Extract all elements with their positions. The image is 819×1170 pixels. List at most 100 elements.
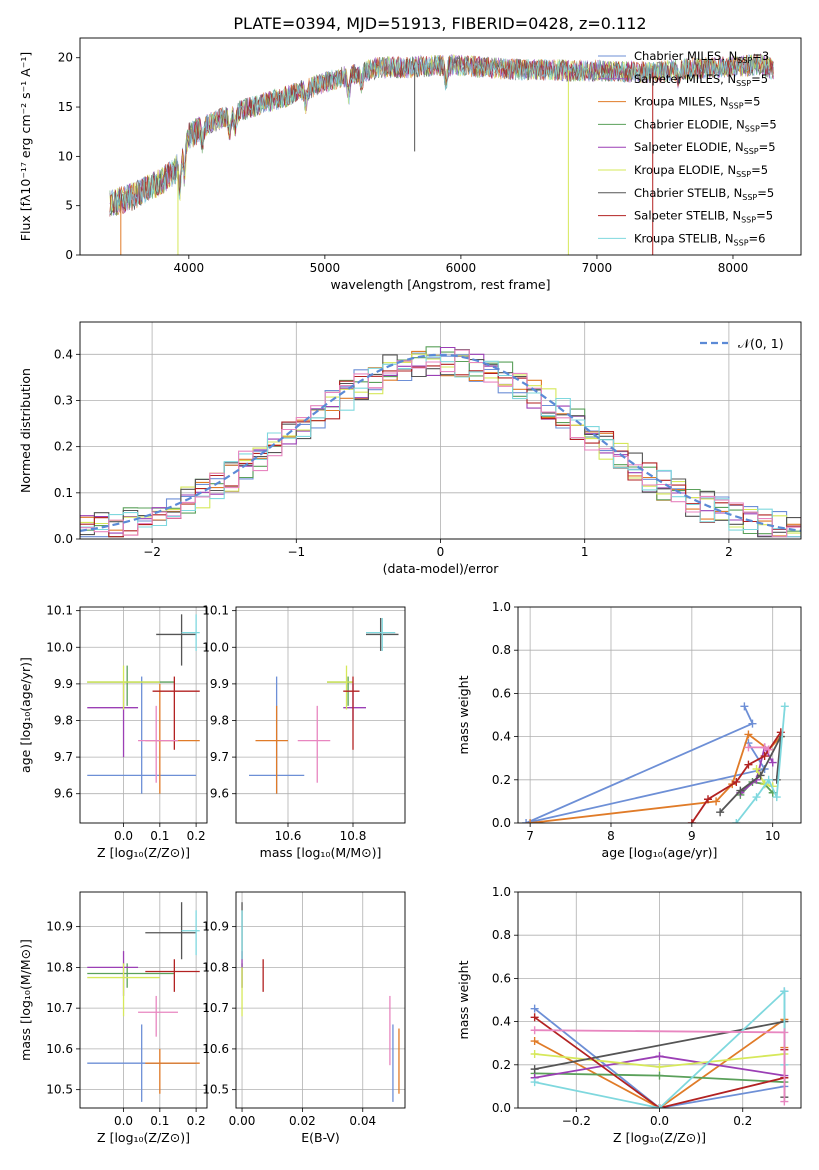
plot-frame [517,606,802,824]
series-line [691,731,782,823]
y-tick-label: 20 [58,51,73,65]
point-marker [772,793,781,802]
legend-entry: Salpeter ELODIE, NSSP=5 [634,140,776,156]
y-tick-label: 9.8 [54,713,73,727]
point-marker [716,808,725,817]
plot-area [87,614,200,794]
y-tick-label: 0.2 [492,1058,511,1072]
point-marker [744,743,753,752]
x-tick-label: 5000 [310,261,341,275]
y-tick-label: 9.6 [210,787,229,801]
legend-entry: Kroupa MILES, NSSP=5 [634,95,760,111]
y-tick-label: 9.7 [210,750,229,764]
legend-subscript: SSP [729,102,744,111]
x-tick-label: −0.2 [562,1114,591,1128]
point-marker [530,1004,539,1013]
y-tick-label: 9.9 [210,677,229,691]
point-marker [530,1013,539,1022]
legend-text: =5 [756,209,773,223]
y-tick-label: 9.6 [54,787,73,801]
x-tick-label: 8 [607,829,615,843]
x-axis-label: mass [log₁₀(M/M⊙)] [260,845,382,860]
x-tick-label: 0.2 [187,1114,206,1128]
legend-entry: Chabrier MILES, NSSP=3 [634,49,769,65]
x-tick-label: 6000 [446,261,477,275]
y-tick-label: 10.7 [46,1001,73,1015]
point-marker [530,1078,539,1087]
y-tick-label: 10.0 [202,640,229,654]
x-tick-label: 0.04 [349,1114,376,1128]
point-marker [780,987,789,996]
x-axis-label: E(B-V) [301,1130,340,1145]
y-tick-label: 0 [65,248,73,262]
point-marker [687,819,696,823]
legend-subscript: SSP [741,216,756,225]
point-marker [780,1097,789,1106]
legend-text: =3 [752,49,769,63]
series-line [529,732,782,823]
legend-text: =5 [744,95,761,109]
point-marker [780,1028,789,1037]
x-tick-label: 10.6 [275,829,302,843]
legend-text: Salpeter ELODIE, N [634,140,744,154]
x-tick-label: 0 [437,545,445,559]
point-marker [530,1037,539,1046]
point-marker [736,786,745,795]
legend-entry: Chabrier STELIB, NSSP=5 [634,186,774,202]
residual-histogram-panel: −2 −1 0 1 2 0.0 0.1 0.2 0.3 0.4 (data-model)/error… [18,321,802,576]
histogram-step [80,349,801,538]
y-tick-label: 10.8 [202,960,229,974]
point-marker [655,1071,664,1080]
y-tick-label: 0.4 [492,1015,511,1029]
y-tick-label: 0.4 [492,730,511,744]
point-marker [704,795,713,804]
legend-subscript: SSP [736,79,751,88]
point-marker [748,719,757,728]
x-tick-label: 0.02 [289,1114,316,1128]
normal-curve [80,353,801,532]
y-tick-label: 10 [58,149,73,163]
y-tick-label: 5 [65,199,73,213]
legend-text: Kroupa STELIB, N [634,231,734,245]
legend-text: Salpeter MILES, N [634,72,736,86]
point-marker [655,1062,664,1071]
y-tick-label: 10.1 [202,604,229,618]
legend-subscript: SSP [742,193,757,202]
y-tick-label: 9.7 [54,750,73,764]
plot-area [80,346,801,538]
legend-subscript: SSP [744,147,759,156]
point-marker [756,771,765,780]
x-axis-label: (data-model)/error [383,561,500,576]
point-marker [732,819,741,823]
legend-text: Kroupa ELODIE, N [634,163,736,177]
point-marker [772,775,781,784]
point-marker [655,1052,664,1061]
plot-area [87,902,200,1102]
x-tick-label: 7000 [582,261,613,275]
y-axis-label: Normed distribution [18,368,33,493]
point-marker [744,730,753,739]
legend-text: =5 [751,163,768,177]
y-tick-label: 10.5 [202,1083,229,1097]
legend-subscript: SSP [745,124,760,133]
legend-entry: Salpeter STELIB, NSSP=5 [634,209,773,225]
plot-frame [79,606,208,824]
legend-text: Chabrier MILES, N [634,49,737,63]
x-tick-label: 9 [688,829,696,843]
legend-text: =5 [759,140,776,154]
point-marker [760,743,769,752]
plot-area [530,987,789,1108]
y-tick-label: 10.6 [46,1042,73,1056]
y-tick-label: 0.1 [54,486,73,500]
point-marker [780,702,789,711]
point-marker [776,728,785,737]
point-marker [526,819,535,823]
plot-area [241,902,400,1102]
x-tick-label: 0.2 [187,829,206,843]
y-tick-label: 10.1 [46,604,73,618]
x-tick-label: 0.00 [229,1114,256,1128]
legend-subscript: SSP [737,56,752,65]
y-tick-label: 9.8 [210,713,229,727]
plot-frame [79,37,802,256]
